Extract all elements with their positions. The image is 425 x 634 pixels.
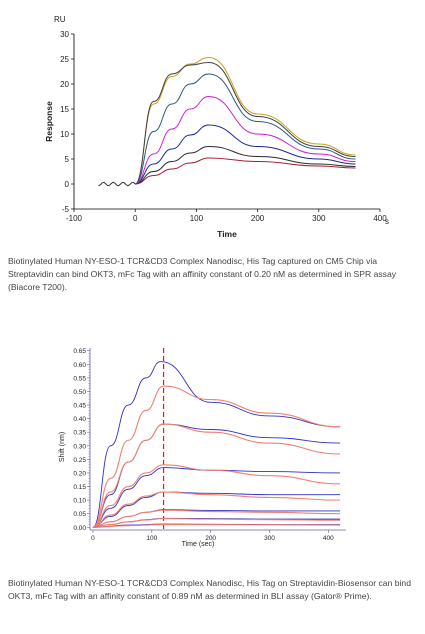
- spr-y-tick-label: 10: [60, 130, 69, 139]
- spr-y-axis-title: Response: [44, 101, 54, 142]
- bli-fit-line: [92, 385, 341, 528]
- spr-x-axis-title: Time: [217, 229, 237, 239]
- bli-fit-line: [92, 491, 341, 528]
- bli-caption: Biotinylated Human NY-ESO-1 TCR&CD3 Comp…: [8, 578, 411, 601]
- bli-measured-line: [92, 467, 341, 528]
- bli-x-tick-label: 200: [205, 535, 216, 542]
- spr-y-tick-label: 5: [65, 155, 70, 164]
- bli-y-tick-label: 0.55: [73, 375, 86, 382]
- bli-y-tick-label: 0.25: [73, 457, 86, 464]
- bli-x-tick-label: 100: [146, 535, 157, 542]
- spr-y-unit-label: RU: [54, 15, 66, 24]
- bli-fit-line: [92, 509, 341, 528]
- spr-y-tick-label: 30: [60, 30, 69, 39]
- bli-y-tick-label: 0.50: [73, 389, 86, 396]
- spr-x-tick-label: 0: [133, 214, 138, 223]
- spr-caption: Biotinylated Human NY-ESO-1 TCR&CD3 Comp…: [8, 256, 397, 292]
- bli-fit-line: [92, 518, 341, 528]
- spr-y-tick-label: 15: [60, 105, 69, 114]
- bli-y-tick-label: 0.00: [73, 525, 86, 532]
- spr-baseline-trace: [98, 181, 136, 187]
- bli-x-tick-label: 400: [323, 535, 334, 542]
- spr-sensorgram-chart: -5 0 5 10 15 20 25 30 -100 0 100 200 300 400 RU s Time Re…: [44, 15, 389, 239]
- bli-x-tick-label: 300: [264, 535, 275, 542]
- bli-x-axis-title: Time (sec): [182, 541, 215, 548]
- bli-y-axis-title: Shift (nm): [59, 432, 66, 462]
- bli-sensorgram-chart: 0.00 0.05 0.10 0.15 0.20 0.25 0.30 0.35 0.40 0.45…: [59, 348, 346, 548]
- spr-series-line: [135, 145, 356, 185]
- spr-series-line: [134, 73, 356, 185]
- spr-y-tick-label: 25: [60, 55, 69, 64]
- bli-y-tick-label: 0.05: [73, 511, 86, 518]
- bli-y-tick-label: 0.30: [73, 443, 86, 450]
- spr-x-tick-label: -100: [66, 214, 83, 223]
- bli-y-tick-label: 0.15: [73, 484, 86, 491]
- bli-y-tick-label: 0.65: [73, 348, 86, 355]
- bli-y-tick-label: 0.20: [73, 470, 86, 477]
- spr-x-tick-label: 100: [190, 214, 204, 223]
- bli-y-tick-label: 0.10: [73, 498, 86, 505]
- spr-series-line: [135, 95, 356, 185]
- spr-y-tick-label: 20: [60, 80, 69, 89]
- spr-x-unit-label: s: [385, 217, 389, 226]
- bli-measured-line: [92, 361, 341, 528]
- bli-fit-line: [92, 464, 341, 528]
- spr-series-line: [134, 61, 356, 185]
- bli-y-tick-label: 0.40: [73, 416, 86, 423]
- bli-x-tick-label: 0: [91, 535, 95, 542]
- spr-x-tick-label: 200: [251, 214, 265, 223]
- bli-fit-line: [92, 423, 341, 528]
- spr-series-line: [135, 157, 356, 185]
- bli-y-tick-label: 0.60: [73, 362, 86, 369]
- bli-y-tick-label: 0.45: [73, 403, 86, 410]
- spr-y-tick-label: -5: [62, 205, 70, 214]
- spr-x-tick-label: 300: [312, 214, 326, 223]
- bli-fit-line: [92, 524, 341, 528]
- bli-y-tick-label: 0.35: [73, 430, 86, 437]
- spr-series-line: [134, 56, 356, 185]
- spr-x-tick-label: 400: [373, 214, 387, 223]
- spr-series-line: [135, 124, 356, 185]
- spr-y-tick-label: 0: [65, 180, 70, 189]
